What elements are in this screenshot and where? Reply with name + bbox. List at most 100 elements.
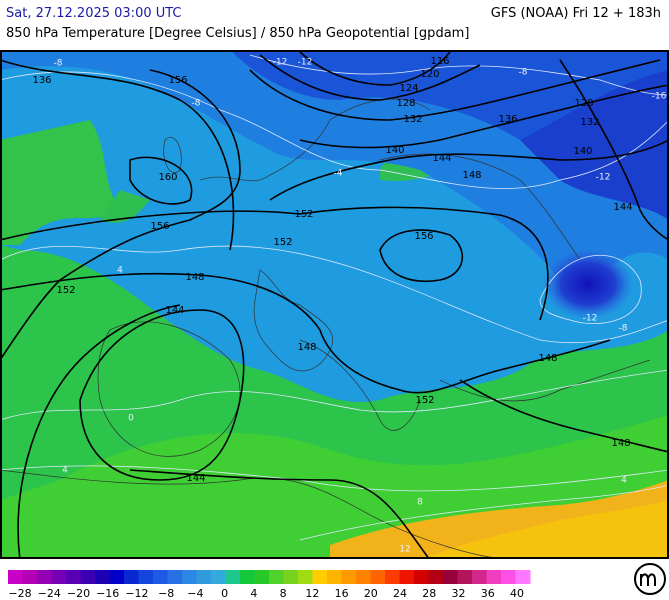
scale-label: 12 [305, 587, 319, 600]
contour-label: 132 [580, 117, 599, 128]
scale-swatch [472, 570, 487, 584]
contour-label: 156 [150, 221, 169, 232]
scale-swatch [370, 570, 386, 584]
scale-label: 20 [364, 587, 378, 600]
contour-label: 140 [573, 146, 592, 157]
run-time: Sat, 27.12.2025 03:00 UTC [6, 6, 182, 21]
isotherms [1, 54, 668, 541]
logo [634, 563, 666, 595]
isotherm-label: 4 [621, 476, 627, 486]
isotherm-label: -8 [192, 99, 201, 109]
scale-label: 4 [250, 587, 257, 600]
scale-label: −28 [8, 587, 31, 600]
contour-label: 148 [462, 170, 481, 181]
scale-label: −24 [38, 587, 61, 600]
scale-swatch [486, 570, 502, 584]
scale-label: 32 [452, 587, 466, 600]
contour-label: 144 [432, 153, 451, 164]
warmest-field [425, 500, 668, 558]
contour-label: 140 [385, 145, 404, 156]
contour-label: 128 [574, 98, 593, 109]
contour-label: 148 [185, 272, 204, 283]
map: 136 156 160 156 152 148 144 152 152 156 148 152 144 1… [1, 51, 668, 558]
contour-label: 132 [403, 114, 422, 125]
contour-label: 156 [414, 231, 433, 242]
coldest-field [231, 51, 668, 200]
contour-label: 124 [399, 83, 418, 94]
scale-swatch [269, 570, 284, 584]
contour-label: 144 [186, 473, 205, 484]
scale-label: 40 [510, 587, 524, 600]
isotherm-label: 12 [399, 545, 410, 555]
scale-swatch [443, 570, 458, 584]
green-patch [1, 120, 120, 245]
contour-label: 144 [613, 202, 632, 213]
isotherm-label: -4 [334, 169, 343, 179]
contour-label: 144 [165, 305, 184, 316]
contour-label: 136 [498, 114, 517, 125]
isotherm-label: -12 [596, 173, 611, 183]
scale-swatch [211, 570, 226, 584]
model-info: GFS (NOAA) Fri 12 + 183h [490, 6, 661, 21]
scale-swatch [399, 570, 415, 584]
scale-swatch [385, 570, 400, 584]
scale-label: 36 [481, 587, 495, 600]
contour-label: 148 [297, 342, 316, 353]
contour-label: 148 [611, 438, 630, 449]
scale-swatch [283, 570, 299, 584]
isotherm-label: -8 [54, 59, 63, 69]
contour-labels: 136 156 160 156 152 148 144 152 152 156 148 152 144 1… [32, 56, 632, 484]
contour-label: 116 [430, 56, 449, 67]
isotherm-label: -12 [298, 58, 313, 68]
scale-swatch [22, 570, 38, 584]
scale-swatch [298, 570, 313, 584]
contour-label: 152 [273, 237, 292, 248]
scale-swatch [341, 570, 357, 584]
scale-swatch [109, 570, 125, 584]
scale-swatch [8, 570, 23, 584]
scale-swatch [37, 570, 52, 584]
scale-swatch [414, 570, 429, 584]
scale-swatch [501, 570, 516, 584]
scale-swatch [312, 570, 328, 584]
scale-swatch [153, 570, 168, 584]
contour-label: 160 [158, 172, 177, 183]
contour-label: 128 [396, 98, 415, 109]
cold-core [520, 70, 668, 220]
scale-swatch [167, 570, 183, 584]
isotherm-label: 0 [128, 414, 134, 424]
scale-label: −20 [67, 587, 90, 600]
scale-swatch [240, 570, 255, 584]
scale-label: 24 [393, 587, 407, 600]
contour-label: 136 [32, 75, 51, 86]
scale-swatch [66, 570, 81, 584]
isotherm-label: -12 [273, 58, 288, 68]
color-scale: −28 −24 −20 −16 −12 −8 −4 0 4 8 12 16 20 24 28 32 36 40 [8, 570, 531, 600]
scale-swatch [80, 570, 96, 584]
scale-swatch [428, 570, 444, 584]
scale-label: 0 [221, 587, 228, 600]
scale-swatch [51, 570, 67, 584]
isotherm-label: -8 [619, 324, 628, 334]
geopotential-contours [1, 51, 668, 558]
contour-label: 152 [415, 395, 434, 406]
scale-swatch [138, 570, 154, 584]
scale-swatch [457, 570, 473, 584]
scale-swatch [182, 570, 197, 584]
scale-swatch [327, 570, 342, 584]
map-frame [0, 50, 669, 559]
scale-label: −16 [96, 587, 119, 600]
scale-label: 8 [280, 587, 287, 600]
scale-label: −4 [187, 587, 203, 600]
contour-label: 152 [56, 285, 75, 296]
isotherm-label: 4 [62, 466, 68, 476]
scale-swatch [124, 570, 139, 584]
isotherm-label: 4 [117, 266, 123, 276]
scale-label: −8 [158, 587, 174, 600]
contour-label: 120 [420, 69, 439, 80]
isotherm-label: -12 [583, 314, 598, 324]
contour-label: 148 [538, 353, 557, 364]
